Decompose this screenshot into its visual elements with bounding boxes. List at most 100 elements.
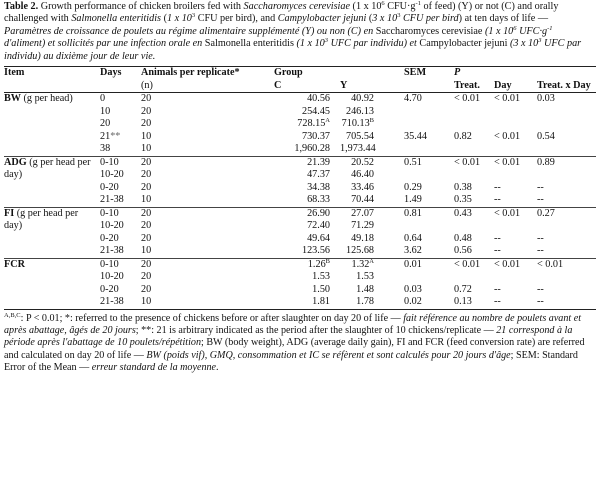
cell-group-c: 1.26B	[307, 257, 330, 270]
cell-days: 10	[100, 105, 111, 117]
cell-days: 21**	[100, 130, 121, 142]
cell-group-y: 705.54	[345, 130, 374, 142]
table-row: BW (g per head) 0 20 40.56 40.92 4.70 < 0.01 < …	[4, 93, 596, 106]
table-row: 10-20 20 47.37 46.40	[4, 169, 596, 182]
table-row: 21** 10 730.37 705.54 35.44 0.82 < 0.01 0.54	[4, 131, 596, 144]
table-row: FCR 0-10 20 1.26B 1.32A 0.01 < 0.01 < 0.01 < 0.0…	[4, 258, 596, 271]
table-body: BW (g per head) 0 20 40.56 40.92 4.70 < 0.01 < …	[4, 93, 596, 310]
cell-sem	[396, 106, 448, 119]
cell-p-day: --	[494, 296, 501, 308]
cell-animals: 20	[141, 169, 152, 181]
cell-p-treat-x-day	[537, 169, 596, 182]
cell-p-day: < 0.01	[494, 93, 521, 105]
cell-sem: 0.81	[404, 207, 422, 219]
cell-animals: 20	[141, 118, 152, 130]
cell-p-day: < 0.01	[494, 258, 521, 270]
col-animals-sub: (n)	[141, 79, 153, 91]
cell-group-y: 20.52	[351, 156, 374, 168]
cell-animals: 10	[141, 143, 152, 155]
row-item-fcr: FCR	[4, 258, 25, 270]
cell-sem: 0.64	[404, 232, 422, 244]
cell-sem: 35.44	[404, 130, 427, 142]
cell-p-treat-x-day	[537, 271, 596, 284]
cell-sem: 0.29	[404, 181, 422, 193]
cell-group-c: 1.53	[312, 271, 330, 283]
table-row: 10-20 20 72.40 71.29	[4, 220, 596, 233]
cell-animals: 20	[141, 181, 152, 193]
cell-p-day	[494, 118, 537, 131]
col-day: Day	[494, 79, 512, 91]
cell-animals: 10	[141, 194, 152, 206]
cell-p-treat-x-day: 0.03	[537, 93, 555, 105]
cell-group-c: 68.33	[307, 194, 330, 206]
table-row: 10-20 20 1.53 1.53	[4, 271, 596, 284]
cell-days: 20	[100, 118, 111, 130]
col-days: Days	[100, 67, 122, 79]
cell-p-day: --	[494, 283, 501, 295]
cell-animals: 20	[141, 232, 152, 244]
cell-p-treat-x-day: --	[537, 283, 544, 295]
cell-p-treat-x-day: 0.54	[537, 130, 555, 142]
cell-animals: 20	[141, 258, 152, 270]
cell-group-c: 40.56	[307, 93, 330, 105]
cell-p-day	[494, 106, 537, 119]
cell-group-c: 72.40	[307, 220, 330, 232]
cell-group-y: 70.44	[351, 194, 374, 206]
cell-p-treat-x-day	[537, 143, 596, 156]
cell-p-treat: 0.35	[454, 194, 472, 206]
cell-days: 38	[100, 143, 111, 155]
cell-group-y: 1.32A	[351, 257, 374, 270]
table-row: 21-38 10 1.81 1.78 0.02 0.13 -- --	[4, 296, 596, 310]
cell-p-treat-x-day: --	[537, 194, 544, 206]
cell-p-treat: 0.48	[454, 232, 472, 244]
cell-group-y: 40.92	[351, 93, 374, 105]
cell-p-treat-x-day: 0.27	[537, 207, 555, 219]
col-y: Y	[340, 79, 348, 91]
cell-p-day	[494, 169, 537, 182]
col-c: C	[274, 79, 282, 91]
cell-animals: 20	[141, 271, 152, 283]
cell-p-day: < 0.01	[494, 156, 521, 168]
cell-p-treat: 0.38	[454, 181, 472, 193]
cell-p-treat	[448, 143, 494, 156]
row-item-fi: FI (g per head per day)	[4, 207, 79, 232]
col-treat: Treat.	[454, 79, 480, 91]
cell-p-treat: 0.82	[454, 130, 472, 142]
cell-days: 0-20	[100, 283, 119, 295]
header-row-1: Item Days Animals per replicate* Group S…	[4, 66, 596, 80]
cell-sem: 0.03	[404, 283, 422, 295]
cell-p-treat: 0.56	[454, 245, 472, 257]
table-row: 21-38 10 68.33 70.44 1.49 0.35 -- --	[4, 194, 596, 207]
cell-days: 10-20	[100, 271, 124, 283]
row-item-bw: BW (g per head)	[4, 93, 73, 105]
cell-days: 0-20	[100, 232, 119, 244]
cell-group-y: 1.78	[356, 296, 374, 308]
row-item-adg: ADG (g per head per day)	[4, 156, 91, 181]
table-row: 20 20 728.15A 710.13B	[4, 117, 596, 131]
cell-group-y: 246.13	[345, 105, 374, 117]
col-sem: SEM	[404, 67, 427, 79]
cell-p-treat: < 0.01	[454, 156, 481, 168]
cell-group-y: 1,973.44	[340, 143, 376, 155]
col-treat-x-day: Treat. x Day	[537, 79, 591, 91]
cell-animals: 20	[141, 156, 152, 168]
cell-sem	[396, 271, 448, 284]
cell-sem	[396, 143, 448, 156]
table-row: 0-20 20 49.64 49.18 0.64 0.48 -- --	[4, 233, 596, 246]
cell-p-treat: 0.13	[454, 296, 472, 308]
cell-p-treat-x-day	[537, 118, 596, 131]
cell-group-c: 49.64	[307, 232, 330, 244]
col-group: Group	[274, 67, 303, 79]
cell-group-y: 49.18	[351, 232, 374, 244]
cell-p-treat-x-day	[537, 106, 596, 119]
cell-group-y: 710.13B	[341, 117, 374, 130]
table-row: 38 10 1,960.28 1,973.44	[4, 143, 596, 156]
cell-p-day: < 0.01	[494, 130, 521, 142]
cell-sem	[396, 220, 448, 233]
cell-sem: 0.02	[404, 296, 422, 308]
cell-group-c: 1.50	[312, 283, 330, 295]
table-row: 0-20 20 34.38 33.46 0.29 0.38 -- --	[4, 182, 596, 195]
cell-p-treat	[448, 220, 494, 233]
header-row-2: (n) C Y Treat. Day Treat. x Day	[4, 80, 596, 93]
cell-group-c: 26.90	[307, 207, 330, 219]
